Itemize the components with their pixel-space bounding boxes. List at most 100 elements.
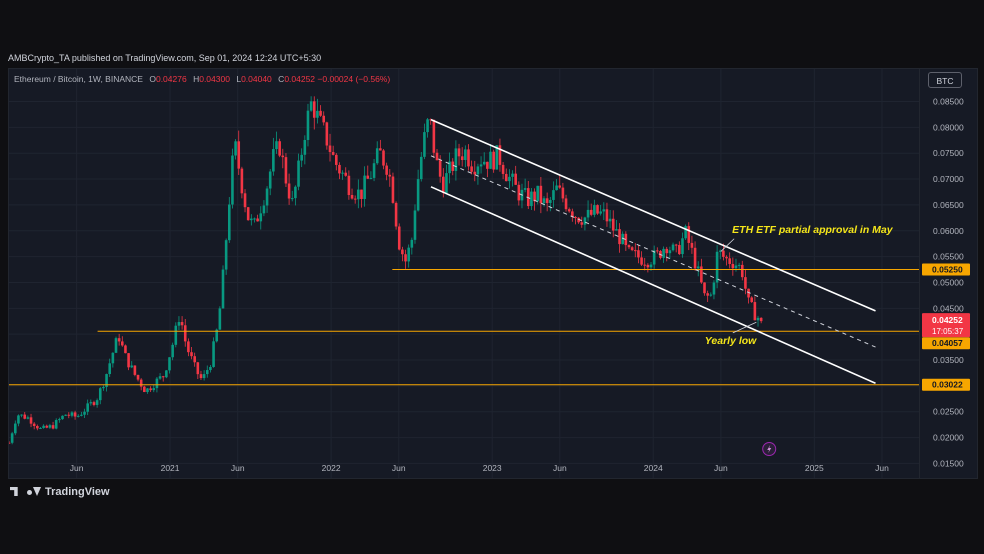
level-tag-2-bg xyxy=(922,378,970,391)
candle-body xyxy=(545,198,549,204)
candle-body xyxy=(684,226,687,239)
candle-body xyxy=(718,250,722,252)
candle-body xyxy=(161,376,165,378)
candle-body xyxy=(143,386,146,393)
candle-body xyxy=(404,254,407,262)
candle-body xyxy=(331,152,335,155)
y-tick-label: 0.07000 xyxy=(933,174,964,184)
candle-body xyxy=(419,156,423,180)
candle-body xyxy=(555,185,558,191)
candle-body xyxy=(567,209,571,212)
candle-body xyxy=(303,139,307,155)
etf-annotation-arrow xyxy=(720,238,735,252)
symbol-legend[interactable]: Ethereum / Bitcoin, 1W, BINANCE O0.04276… xyxy=(14,74,390,84)
candle-body xyxy=(353,198,357,200)
candle-body xyxy=(498,145,502,165)
candle-body xyxy=(240,168,244,194)
candle-body xyxy=(747,288,750,298)
candle-body xyxy=(171,344,174,358)
candle-body xyxy=(423,132,426,157)
candle-body xyxy=(728,258,731,264)
candle-body xyxy=(253,218,256,220)
candle-body xyxy=(457,148,461,157)
candle-body xyxy=(460,156,464,161)
candle-body xyxy=(29,417,33,424)
candle-body xyxy=(448,161,451,174)
candle-body xyxy=(221,269,225,309)
candle-body xyxy=(445,173,448,193)
candle-body xyxy=(678,245,681,255)
candle-body xyxy=(495,145,499,170)
y-tick-label: 0.05000 xyxy=(933,277,964,287)
candle-body xyxy=(662,248,665,258)
level-tag-0-bg xyxy=(922,263,970,276)
candle-body xyxy=(363,175,366,199)
candle-body xyxy=(105,374,108,387)
candle-body xyxy=(187,341,190,353)
brand-name: TradingView xyxy=(45,486,110,498)
candle-body xyxy=(589,209,593,215)
candle-body xyxy=(48,425,52,428)
candle-body xyxy=(696,266,700,269)
candle-body xyxy=(325,122,329,146)
candle-body xyxy=(256,218,259,222)
x-tick-label: 2024 xyxy=(644,463,663,473)
candle-body xyxy=(564,198,568,210)
candle-body xyxy=(36,425,39,429)
candle-body xyxy=(70,412,74,416)
candle-body xyxy=(67,414,71,416)
chart-panel[interactable] xyxy=(8,68,920,479)
candle-body xyxy=(76,415,80,417)
candle-body xyxy=(61,415,64,420)
channel-lower-line xyxy=(430,186,876,385)
tv-logo-triangle-icon xyxy=(33,487,41,496)
candle-body xyxy=(643,264,647,266)
currency-button[interactable]: BTC xyxy=(928,72,962,88)
candle-body xyxy=(665,248,669,254)
candle-body xyxy=(523,188,527,190)
candle-body xyxy=(608,218,612,222)
candle-body xyxy=(571,211,574,218)
candle-body xyxy=(190,352,193,357)
candle-body xyxy=(489,151,492,169)
x-tick-label: 2021 xyxy=(161,463,180,473)
candle-body xyxy=(712,282,716,295)
candle-body xyxy=(700,266,703,283)
candle-body xyxy=(492,151,495,170)
candle-body xyxy=(133,365,137,375)
candle-body xyxy=(89,402,93,404)
candle-body xyxy=(39,427,42,429)
candle-body xyxy=(297,160,300,187)
candle-body xyxy=(681,238,684,255)
candle-body xyxy=(83,411,86,415)
candle-body xyxy=(429,119,433,121)
candle-body xyxy=(394,202,398,227)
candle-body xyxy=(549,199,552,204)
candle-body xyxy=(98,388,102,401)
candle-body xyxy=(275,141,278,150)
candle-body xyxy=(23,414,27,419)
x-tick-label: Jun xyxy=(875,463,889,473)
candle-body xyxy=(690,242,694,248)
level-tag-0: 0.05250 xyxy=(932,265,963,275)
candle-body xyxy=(385,165,388,175)
y-tick-label: 0.01500 xyxy=(933,458,964,468)
y-tick-label: 0.08000 xyxy=(933,122,964,132)
y-tick-label: 0.06500 xyxy=(933,200,964,210)
candle-body xyxy=(652,250,656,265)
candle-body xyxy=(243,193,247,208)
candle-body xyxy=(312,101,316,118)
candle-body xyxy=(227,204,231,241)
level-tag-2: 0.03022 xyxy=(932,380,963,390)
candle-body xyxy=(130,365,134,368)
low-value: 0.04040 xyxy=(241,74,272,84)
candle-body xyxy=(341,172,344,174)
candle-body xyxy=(234,141,237,156)
candle-body xyxy=(146,388,149,393)
high-value: 0.04300 xyxy=(199,74,230,84)
y-tick-label: 0.08500 xyxy=(933,97,964,107)
candle-body xyxy=(511,173,514,177)
candle-body xyxy=(51,425,55,429)
candle-body xyxy=(526,188,530,207)
candle-body xyxy=(442,176,445,193)
